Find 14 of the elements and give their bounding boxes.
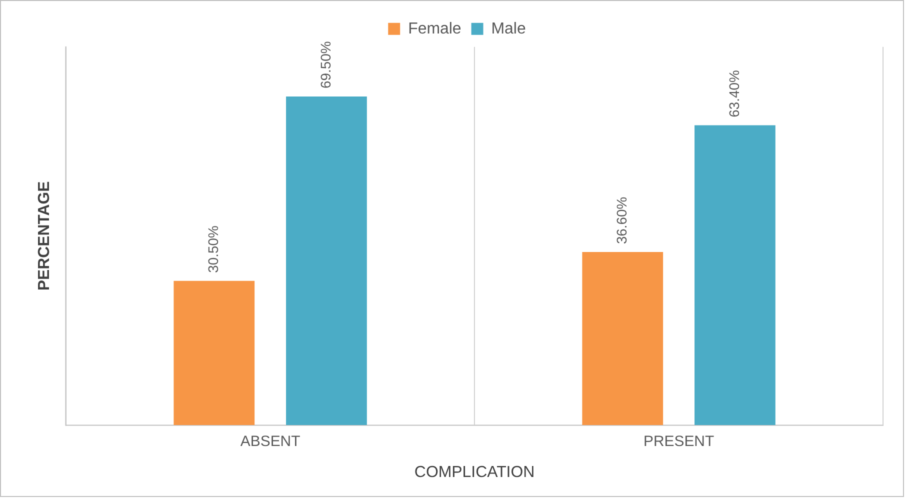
x-axis-title: COMPLICATION — [414, 464, 535, 481]
bar — [582, 252, 664, 426]
x-tick-label: PRESENT — [643, 433, 714, 450]
legend-label: Male — [491, 20, 526, 38]
data-label: 30.50% — [204, 226, 221, 273]
y-axis-title: PERCENTAGE — [36, 181, 53, 291]
data-label: 36.60% — [613, 196, 630, 244]
bar — [174, 280, 255, 426]
legend-label: Female — [408, 20, 462, 38]
bar — [286, 96, 367, 426]
data-label: 63.40% — [726, 70, 742, 118]
x-tick-label: ABSENT — [240, 433, 300, 450]
data-label: 69.50% — [317, 41, 334, 88]
bar — [694, 125, 776, 426]
